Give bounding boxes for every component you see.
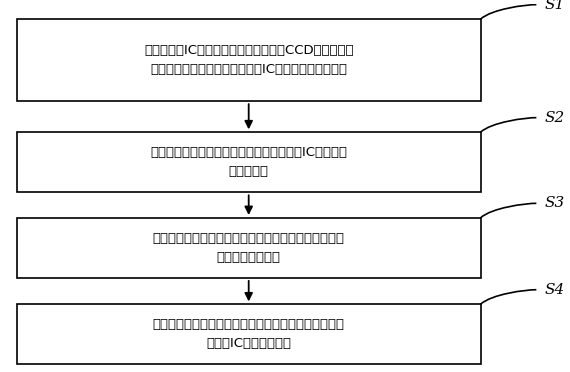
Text: 利用光源对IC本体进行照射，然后利用CCD采集到照射
区域的图像，对图像进行处理使IC本体与背景黑白分明: 利用光源对IC本体进行照射，然后利用CCD采集到照射 区域的图像，对图像进行处理… bbox=[144, 44, 353, 76]
Text: S2: S2 bbox=[545, 110, 565, 125]
Text: 将计算到的产品区域所在方框进行缩放处理，并检测出
图像中的异常区域: 将计算到的产品区域所在方框进行缩放处理，并检测出 图像中的异常区域 bbox=[153, 232, 345, 264]
Text: S1: S1 bbox=[545, 0, 565, 12]
Text: 搜寻图像中的黑白相交处，计算得到图像中IC本体围成
的产品区域: 搜寻图像中的黑白相交处，计算得到图像中IC本体围成 的产品区域 bbox=[150, 146, 347, 178]
Text: S4: S4 bbox=[545, 283, 565, 297]
Text: S3: S3 bbox=[545, 196, 565, 210]
Bar bbox=[17, 218, 481, 278]
Bar bbox=[17, 19, 481, 101]
Bar bbox=[17, 304, 481, 365]
Text: 判定所述异常区域是否在产品区域所在方框内，若是，
则判定IC本体出现异常: 判定所述异常区域是否在产品区域所在方框内，若是， 则判定IC本体出现异常 bbox=[153, 318, 345, 350]
Bar bbox=[17, 132, 481, 192]
